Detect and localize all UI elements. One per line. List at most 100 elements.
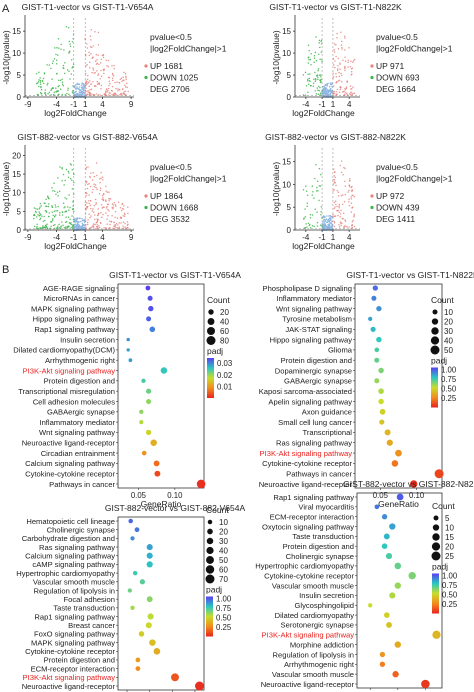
pathway-label: Transcriptional bbox=[302, 428, 352, 437]
up-point bbox=[122, 225, 124, 227]
down-point bbox=[63, 227, 66, 229]
down-point bbox=[321, 60, 323, 63]
pathway-label: Protein digestion and bbox=[44, 377, 115, 386]
up-point bbox=[89, 46, 92, 48]
legend-marker bbox=[144, 75, 148, 80]
down-point bbox=[41, 215, 43, 217]
down-point bbox=[309, 216, 312, 219]
up-point bbox=[344, 69, 346, 71]
pathway-label: Wnt signaling pathway bbox=[39, 428, 115, 437]
enrichment-dot bbox=[146, 544, 153, 551]
down-point bbox=[320, 211, 322, 213]
down-point bbox=[47, 203, 50, 205]
up-point bbox=[347, 59, 350, 62]
down-point bbox=[39, 214, 41, 217]
enrichment-dot bbox=[139, 419, 144, 425]
y-tick-label: 5 bbox=[287, 203, 292, 212]
up-point bbox=[342, 90, 345, 93]
up-point bbox=[105, 227, 107, 229]
up-point bbox=[123, 215, 126, 217]
colorbar-tick-label: 0.03 bbox=[217, 359, 232, 368]
down-point bbox=[60, 48, 62, 50]
up-point bbox=[337, 194, 340, 197]
enrichment-dot bbox=[394, 562, 402, 570]
up-point bbox=[88, 54, 91, 57]
pathway-label: Protein digestion and bbox=[283, 542, 354, 551]
pathway-label: Morphine addiction bbox=[290, 640, 354, 649]
down-point bbox=[51, 206, 54, 208]
ns-point bbox=[325, 87, 328, 89]
down-point bbox=[313, 78, 315, 80]
up-point bbox=[93, 211, 95, 214]
down-point bbox=[318, 90, 320, 92]
ns-point bbox=[322, 221, 324, 223]
colorbar-tick-label: 1.00 bbox=[441, 365, 457, 374]
size-legend-title: Count bbox=[207, 295, 230, 305]
up-point bbox=[340, 44, 343, 46]
up-point bbox=[124, 72, 127, 75]
down-point bbox=[316, 180, 319, 183]
pathway-label: Cytokine-cytokine receptor bbox=[25, 647, 115, 656]
down-point bbox=[319, 185, 322, 187]
down-point bbox=[58, 223, 60, 226]
down-point bbox=[315, 59, 318, 62]
down-point bbox=[319, 79, 322, 82]
up-point bbox=[333, 174, 335, 177]
up-point bbox=[88, 80, 91, 82]
ns-point bbox=[79, 89, 82, 91]
enrichment-dot bbox=[126, 337, 130, 342]
up-point bbox=[117, 201, 120, 203]
up-point bbox=[344, 92, 347, 94]
pathway-label: Protein digestion and bbox=[44, 656, 115, 665]
enrichment-dot bbox=[384, 612, 390, 618]
ns-point bbox=[331, 82, 333, 84]
enrichment-dot bbox=[147, 613, 154, 620]
enrichment-dot bbox=[148, 305, 154, 312]
enrichment-dot bbox=[379, 408, 386, 415]
enrichment-dot bbox=[374, 347, 380, 353]
up-point bbox=[95, 85, 97, 88]
up-point bbox=[107, 65, 110, 68]
size-legend-dot bbox=[206, 537, 214, 545]
ns-point bbox=[74, 223, 77, 225]
up-point bbox=[350, 186, 353, 189]
up-point bbox=[85, 87, 87, 90]
size-legend-label: 10 bbox=[444, 308, 453, 317]
up-point bbox=[122, 207, 124, 210]
size-legend-label: 15 bbox=[445, 533, 454, 542]
down-point bbox=[61, 214, 64, 216]
down-point bbox=[302, 188, 305, 191]
ns-point bbox=[325, 91, 327, 94]
down-point bbox=[313, 57, 316, 59]
x-axis-label: GeneRatio bbox=[378, 499, 419, 509]
pathway-label: Cytokine-cytokine receptor bbox=[262, 459, 352, 468]
enrichment-dot bbox=[130, 605, 135, 610]
up-point bbox=[106, 91, 108, 93]
volcano-legend-entry: pvalue<0.5 bbox=[376, 32, 418, 42]
down-point bbox=[64, 206, 66, 208]
down-point bbox=[309, 213, 312, 216]
ns-point bbox=[322, 216, 325, 218]
up-point bbox=[108, 94, 110, 96]
down-point bbox=[53, 190, 56, 192]
y-axis-label: -log10(pvalue) bbox=[271, 30, 281, 85]
ns-point bbox=[326, 221, 329, 223]
down-point bbox=[59, 79, 62, 82]
volcano-legend-entry: pvalue<0.5 bbox=[150, 162, 192, 172]
enrichment-dot bbox=[379, 419, 385, 425]
ns-point bbox=[323, 226, 325, 228]
up-point bbox=[91, 71, 93, 74]
y-tick-label: 5 bbox=[17, 207, 22, 216]
up-point bbox=[122, 214, 124, 217]
down-point bbox=[35, 216, 38, 218]
x-tick-label: -1 bbox=[319, 233, 327, 242]
down-point bbox=[307, 91, 309, 93]
down-point bbox=[54, 214, 57, 216]
legend-marker bbox=[144, 64, 148, 68]
up-point bbox=[85, 81, 88, 84]
x-tick-label: -1 bbox=[70, 233, 78, 242]
volcano-plot-1: GIST-T1-vector vs GIST-T1-V654A 0 5 10 15 -9 -… bbox=[1, 2, 227, 118]
up-point bbox=[86, 64, 88, 66]
down-point bbox=[50, 94, 53, 96]
volcano-legend-entry: UP 972 bbox=[376, 191, 404, 201]
